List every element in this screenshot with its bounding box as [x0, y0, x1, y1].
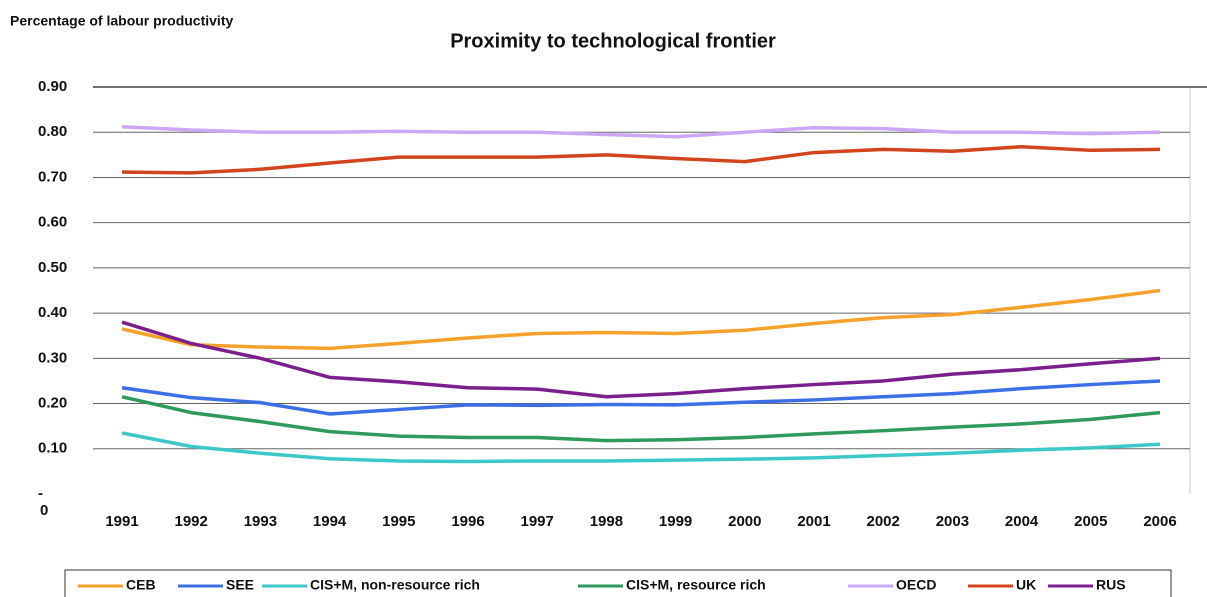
series-line — [121, 431, 1161, 464]
legend-label: SEE — [226, 577, 254, 593]
x-tick-label: 1993 — [244, 513, 277, 530]
series-line — [121, 144, 1161, 175]
legend-box — [64, 569, 1172, 597]
x-tick-label: 1999 — [659, 513, 692, 530]
y-tick-label: 0.70 — [38, 168, 67, 185]
series-line — [121, 125, 1161, 139]
x-tick-label: 2001 — [797, 513, 830, 530]
x-tick-label: 2002 — [867, 513, 900, 530]
legend-label: OECD — [896, 577, 936, 593]
x-tick-label: 1997 — [521, 513, 554, 530]
x-tick-label: 2005 — [1074, 513, 1107, 530]
series-line — [121, 379, 1161, 416]
legend-label: UK — [1016, 577, 1036, 593]
series-line — [121, 288, 1161, 351]
legend-label: CEB — [126, 577, 156, 593]
legend-label: RUS — [1096, 577, 1126, 593]
x-tick-label: 1996 — [451, 513, 484, 530]
y-tick-label: 0.60 — [38, 214, 67, 231]
y-tick-label: 0.30 — [38, 349, 67, 366]
x-tick-label: 1995 — [382, 513, 415, 530]
y-axis-label: Percentage of labour productivity — [10, 13, 233, 29]
y-tick-label: 0.50 — [38, 259, 67, 276]
y-tick-label: - — [38, 485, 43, 502]
x-tick-label: 1998 — [590, 513, 623, 530]
series-line — [121, 320, 1161, 399]
x-tick-label: 2004 — [1005, 513, 1039, 530]
x-tick-label: 1994 — [313, 513, 347, 530]
axis-note: 0 — [40, 502, 48, 519]
x-tick-label: 1992 — [175, 513, 208, 530]
x-tick-label: 1991 — [105, 513, 138, 530]
series-line — [121, 395, 1161, 443]
y-tick-label: 0.20 — [38, 395, 67, 412]
x-tick-label: 2003 — [936, 513, 969, 530]
y-tick-label: 0.10 — [38, 440, 67, 457]
chart-title: Proximity to technological frontier — [450, 30, 776, 52]
y-tick-label: 0.40 — [38, 304, 67, 321]
y-tick-label: 0.80 — [38, 123, 67, 140]
y-tick-label: 0.90 — [38, 78, 67, 95]
legend-label: CIS+M, resource rich — [626, 577, 766, 593]
x-tick-label: 2000 — [728, 513, 761, 530]
legend-label: CIS+M, non-resource rich — [310, 577, 480, 593]
x-tick-label: 2006 — [1143, 513, 1176, 530]
